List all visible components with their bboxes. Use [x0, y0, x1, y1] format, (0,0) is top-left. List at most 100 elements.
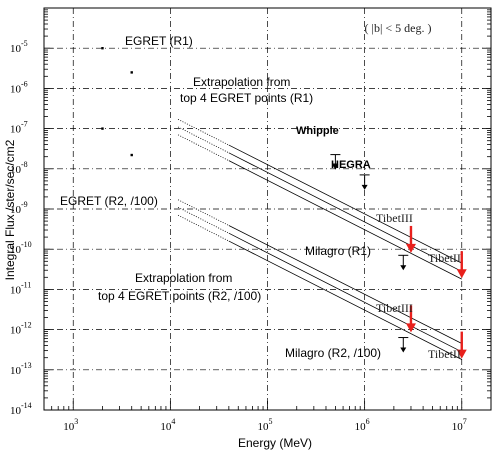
x-tick-label: 107: [452, 417, 467, 433]
extrapolation-band-line: [228, 240, 462, 360]
x-tick-exponent: 6: [366, 417, 370, 426]
y-tick-label: 10-12: [10, 321, 32, 337]
y-tick-exponent: -10: [21, 240, 32, 249]
extrapolation-band-dotted: [177, 126, 230, 154]
region-label: ( |b| < 5 deg. ): [365, 21, 432, 35]
x-tick-exponent: 5: [269, 417, 273, 426]
upper-limit-arrowhead: [400, 347, 407, 353]
y-tick-base: 10: [10, 365, 22, 377]
extrapolation-band-dotted: [177, 134, 230, 162]
y-tick-base: 10: [10, 244, 22, 256]
egret-data-point: [101, 127, 104, 130]
extrapolation-band-dotted: [177, 206, 230, 234]
label-extrap-r1-line2: top 4 EGRET points (R1): [180, 91, 313, 105]
upper-limit-arrowhead: [456, 349, 467, 359]
label-tibet2-r1: TibetII: [428, 251, 461, 265]
label-whipple: Whipple: [296, 125, 339, 137]
x-axis-title: Energy (MeV): [238, 436, 312, 450]
upper-limit-arrowhead: [456, 269, 467, 279]
extrapolation-band-line: [228, 160, 462, 280]
tibet-upper-limit: [405, 225, 416, 253]
egret-points: [101, 47, 133, 157]
egret-data-point: [130, 153, 133, 157]
x-tick-label: 104: [160, 417, 175, 433]
extrapolation-band-line: [228, 152, 462, 272]
y-tick-base: 10: [10, 325, 22, 337]
label-milagro-r2: Milagro (R2, /100): [285, 346, 381, 360]
extrapolation-band-line: [228, 225, 462, 344]
label-tibet3-r1: TibetIII: [376, 211, 413, 225]
upper-limits: [330, 154, 467, 359]
grid: [44, 8, 491, 411]
x-tick-base: 10: [258, 421, 270, 433]
egret-data-point: [130, 71, 133, 74]
upper-limit: [359, 174, 370, 190]
extrapolation-band-line: [228, 144, 462, 264]
y-axis-title: Integral Flux /ster/sec/cm2: [3, 139, 17, 280]
y-tick-label: 10-13: [10, 361, 32, 377]
upper-limit: [330, 154, 341, 170]
x-tick-exponent: 3: [74, 417, 78, 426]
y-tick-exponent: -14: [21, 401, 32, 410]
x-tick-label: 106: [355, 417, 370, 433]
y-tick-label: 10-6: [10, 79, 28, 95]
label-extrap-r2-line2: top 4 EGRET points (R2, /100): [98, 289, 261, 303]
upper-limit-arrowhead: [405, 323, 416, 333]
extrapolation-band-dotted: [177, 118, 230, 146]
upper-limit: [398, 254, 409, 271]
x-tick-exponent: 7: [463, 417, 467, 426]
label-milagro-r1: Milagro (R1): [305, 244, 371, 258]
extrapolation-band-line: [228, 232, 462, 353]
label-hegra: HEGRA: [331, 159, 371, 171]
y-tick-label: 10-9: [10, 200, 28, 216]
x-tick-base: 10: [355, 421, 367, 433]
y-tick-exponent: -9: [21, 200, 28, 209]
y-tick-label: 10-10: [10, 240, 32, 256]
x-tick-exponent: 4: [171, 417, 175, 426]
y-tick-label: 10-11: [10, 280, 31, 296]
extrapolation-bands: [177, 118, 462, 360]
y-tick-label: 10-7: [10, 120, 28, 136]
x-tick-base: 10: [63, 421, 74, 433]
y-tick-exponent: -5: [21, 39, 28, 48]
x-tick-label: 105: [258, 417, 273, 433]
y-tick-base: 10: [10, 164, 22, 176]
tibet-upper-limit: [405, 305, 416, 333]
upper-limit-arrowhead: [332, 164, 339, 170]
y-tick-label: 10-14: [10, 401, 32, 417]
x-tick-label: 103: [63, 417, 78, 433]
y-tick-exponent: -7: [21, 120, 28, 129]
extrapolation-band-dotted: [177, 214, 230, 242]
label-egret-r2: EGRET (R2, /100): [60, 194, 158, 208]
upper-limit-arrowhead: [361, 184, 368, 190]
axis-ticks: [43, 9, 492, 411]
upper-limit-arrowhead: [405, 243, 416, 253]
label-extrap-r2-line1: Extrapolation from: [135, 271, 232, 285]
y-tick-base: 10: [10, 43, 22, 55]
y-tick-base: 10: [10, 284, 22, 296]
y-tick-labels: 10-510-610-710-810-910-1010-1110-1210-13…: [10, 39, 32, 417]
y-tick-exponent: -8: [21, 160, 28, 169]
upper-limit: [398, 337, 409, 353]
y-tick-base: 10: [10, 204, 22, 216]
y-tick-exponent: -6: [21, 79, 28, 88]
y-tick-base: 10: [10, 405, 22, 417]
x-tick-labels: 103 104 105 106 107: [63, 417, 467, 433]
label-extrap-r1-line1: Extrapolation from: [193, 75, 290, 89]
label-egret-r1: EGRET (R1): [125, 34, 193, 48]
y-tick-base: 10: [10, 83, 22, 95]
x-tick-base: 10: [452, 421, 464, 433]
y-tick-label: 10-5: [10, 39, 28, 55]
upper-limit-arrowhead: [400, 265, 407, 271]
y-tick-label: 10-8: [10, 160, 28, 176]
y-tick-exponent: -11: [21, 280, 31, 289]
tibet-upper-limit: [456, 331, 467, 359]
extrapolation-band-dotted: [177, 199, 230, 226]
y-tick-exponent: -12: [21, 321, 32, 330]
y-tick-base: 10: [10, 124, 22, 136]
y-tick-exponent: -13: [21, 361, 32, 370]
egret-data-point: [101, 47, 104, 50]
label-tibet3-r2: TibetIII: [376, 301, 413, 315]
x-tick-base: 10: [160, 421, 172, 433]
